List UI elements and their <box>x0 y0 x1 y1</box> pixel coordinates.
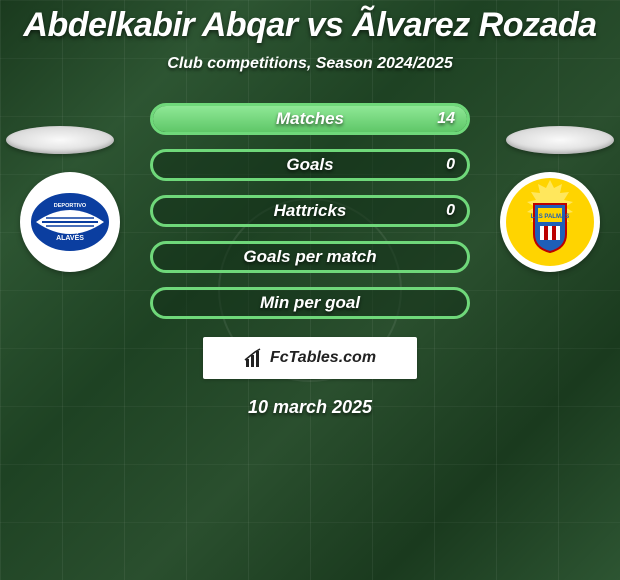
stat-row: Hattricks0 <box>150 195 470 227</box>
club-crest-right: LAS PALMAS <box>500 172 600 272</box>
stat-row: Goals per match <box>150 241 470 273</box>
stat-value-right: 14 <box>437 110 455 128</box>
alaves-crest-icon: ALAVÉS DEPORTIVO <box>26 178 114 266</box>
las-palmas-crest-icon: LAS PALMAS <box>504 176 596 268</box>
watermark: FcTables.com <box>203 337 417 379</box>
subtitle: Club competitions, Season 2024/2025 <box>167 55 452 73</box>
svg-text:ALAVÉS: ALAVÉS <box>56 233 84 242</box>
player-shadow-left <box>6 126 114 154</box>
svg-text:LAS PALMAS: LAS PALMAS <box>531 214 570 220</box>
stat-label: Matches <box>153 109 467 129</box>
svg-text:DEPORTIVO: DEPORTIVO <box>54 203 87 209</box>
date-label: 10 march 2025 <box>248 397 372 418</box>
stat-value-right: 0 <box>446 202 455 220</box>
stat-label: Goals per match <box>153 247 467 267</box>
comparison-title: Abdelkabir Abqar vs Ãlvarez Rozada <box>23 6 596 45</box>
stat-row: Goals0 <box>150 149 470 181</box>
club-crest-left: ALAVÉS DEPORTIVO <box>20 172 120 272</box>
content-wrapper: Abdelkabir Abqar vs Ãlvarez Rozada Club … <box>0 0 620 580</box>
stats-rows: Matches14Goals0Hattricks0Goals per match… <box>150 103 470 319</box>
stat-value-right: 0 <box>446 156 455 174</box>
stat-label: Hattricks <box>153 201 467 221</box>
stat-label: Min per goal <box>153 293 467 313</box>
watermark-text: FcTables.com <box>270 349 376 367</box>
stat-row: Matches14 <box>150 103 470 135</box>
chart-icon <box>244 347 266 369</box>
stat-row: Min per goal <box>150 287 470 319</box>
stat-label: Goals <box>153 155 467 175</box>
player-shadow-right <box>506 126 614 154</box>
